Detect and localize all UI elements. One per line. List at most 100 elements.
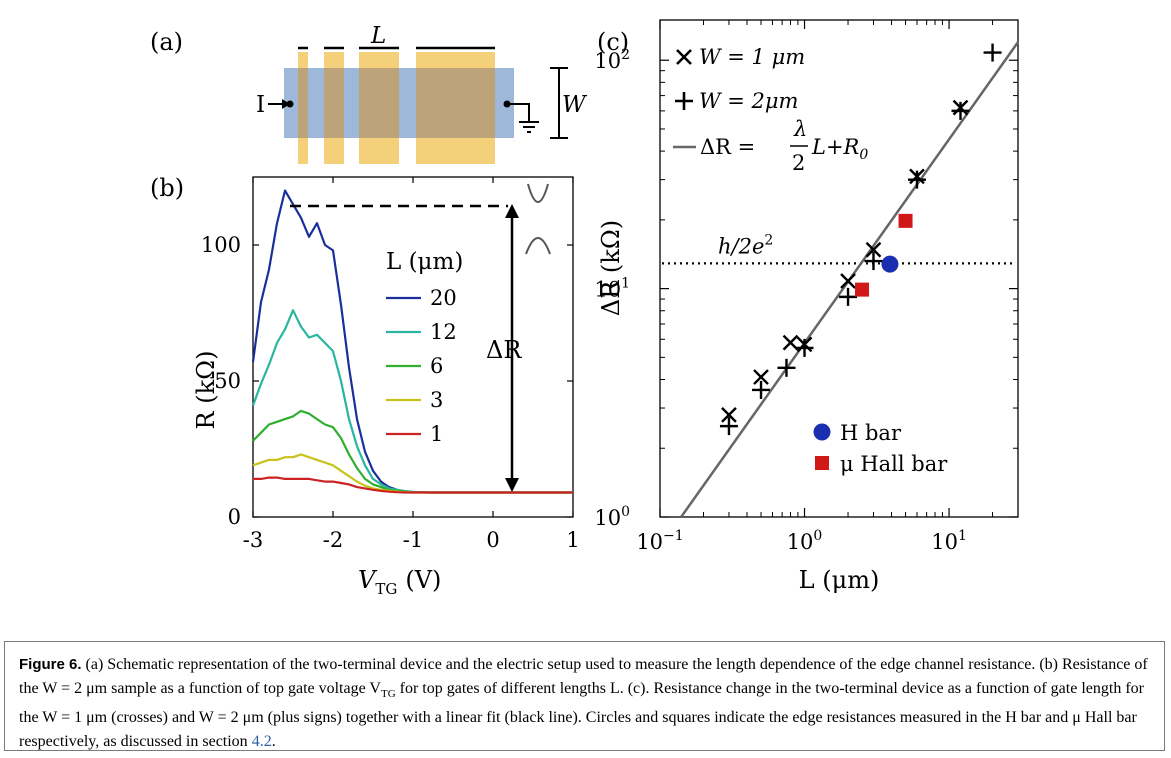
panel-c-xticks: 10−1 100 101 [636,20,1019,554]
caption-heading: Figure 6. [19,656,82,673]
plus-marker [983,43,1002,62]
legend-entry-L6: 6 [430,354,443,378]
legend-mu-hall: μ Hall bar [840,452,948,476]
plus-marker [777,358,796,377]
panel-c-ylabel: ΔR (kΩ) [597,220,625,316]
c-ytick-label: 100 [594,504,630,530]
legend-plus-icon [675,92,693,110]
caption-body-sub: TG [380,688,396,701]
legend-mu-hall-icon [815,456,829,470]
mu-hall-marker [898,213,913,228]
legend-fit-sub: 0 [859,147,868,163]
cross-marker [840,273,856,289]
plus-marker [795,338,814,357]
length-label: L [370,23,386,49]
ground-wire [507,103,530,122]
gate-overlap-3 [359,68,399,138]
panel-c-markers [719,43,1002,436]
c-xtick-label: 101 [931,528,967,554]
b-xtick-label: -1 [403,528,423,552]
panel-b-axes-frame [252,176,574,518]
gate-overlap-1 [298,68,308,138]
panel-a-schematic: (a) L I W [150,23,588,164]
current-arrowhead [282,99,290,109]
h-bar-marker [881,255,899,273]
b-xtick-label: 0 [486,528,499,552]
panel-b-xlabel: VTG (V) [358,566,441,598]
legend-h-bar: H bar [840,421,902,445]
legend-h-bar-icon [813,423,831,441]
cross-marker [865,241,882,258]
plus-marker [907,170,926,189]
series-line-L20 [251,189,573,494]
plus-marker [864,252,883,271]
c-xtick-label: 100 [787,528,823,554]
panel-b-xlabel-sub: TG [375,580,397,598]
b-ytick-label: 0 [228,505,241,529]
panel-c-yticks: 100 101 102 [594,47,1018,530]
panel-a-label: (a) [150,28,183,56]
legend-fit-prefix: ΔR = [700,135,755,159]
panel-b-ylabel: R (kΩ) [192,351,220,430]
h2e2-text: h/2e [718,234,764,258]
series-line-L6 [252,409,573,494]
gate-overlap-2 [324,68,344,138]
panel-b-xticks: -3 -2 -1 0 1 [243,177,580,552]
width-label: W [562,92,588,118]
legend-entry-L3: 3 [430,388,443,412]
gate-overlap-4 [416,68,495,138]
legend-w2: W = 2μm [699,89,798,113]
panel-c-legend: W = 1 μm W = 2μm ΔR = λ 2 L+R0 H bar μ H… [673,45,948,476]
mu-hall-marker [855,282,870,297]
cross-marker [721,407,737,423]
plus-marker [951,101,970,120]
legend-entry-L12: 12 [430,320,457,344]
left-contact [286,100,294,108]
panel-c-xlabel: L (μm) [799,566,880,594]
legend-entry-L20: 20 [430,286,457,310]
series-line-L1 [253,476,573,494]
b-ytick-label: 50 [214,369,241,393]
caption-body-2: for top gates of different lengths L. (c… [19,680,1144,751]
panel-b-series [251,189,573,494]
legend-fit-frac-num: λ [793,117,807,141]
c-ytick-label: 102 [594,47,630,73]
h2e2-label: h/2e2 [718,232,773,258]
panel-b-xlabel-unit: (V) [405,566,441,594]
delta-r-arrowhead-top [505,204,519,218]
c-xtick-label: 10−1 [636,528,683,554]
series-line-L12 [251,309,573,494]
figure-caption: Figure 6. (a) Schematic representation o… [4,641,1165,751]
legend-fit-suffix-text: L+R [811,135,860,159]
caption-body: (a) Schematic representation of the two-… [19,656,1148,697]
plus-marker [752,380,771,399]
plus-marker [719,417,738,436]
h2e2-sup: 2 [764,232,773,248]
cross-marker [782,334,799,351]
b-xtick-label: -3 [243,528,263,552]
panel-b-label: (b) [150,174,184,202]
legend-w1: W = 1 μm [699,45,805,69]
panel-b-legend: 20 12 6 3 1 [386,286,457,446]
panel-c-axes-frame [659,19,1019,518]
c-ytick-label: 101 [594,276,630,302]
legend-cross-icon [676,49,692,65]
plus-marker [839,287,858,306]
cross-marker [753,369,769,385]
b-xtick-label: -2 [323,528,343,552]
section-link[interactable]: 4.2 [251,733,272,751]
b-xtick-label: 1 [566,528,579,552]
legend-title: L (μm) [386,249,463,275]
current-label: I [256,92,265,118]
legend-fit-suffix: L+R0 [811,135,868,163]
panel-c-label: (c) [597,28,629,56]
panel-b-chart: (b) 0 50 100 -3 -2 -1 0 1 ΔR L (μm) 20 12 6 3 1 R … [150,174,580,598]
caption-end: . [271,733,276,751]
legend-entry-L1: 1 [430,422,443,446]
panel-b-yticks: 0 50 100 [201,233,573,529]
band-cartoon-upper [527,183,549,203]
series-line-L3 [252,453,573,494]
b-ytick-label: 100 [201,233,241,257]
